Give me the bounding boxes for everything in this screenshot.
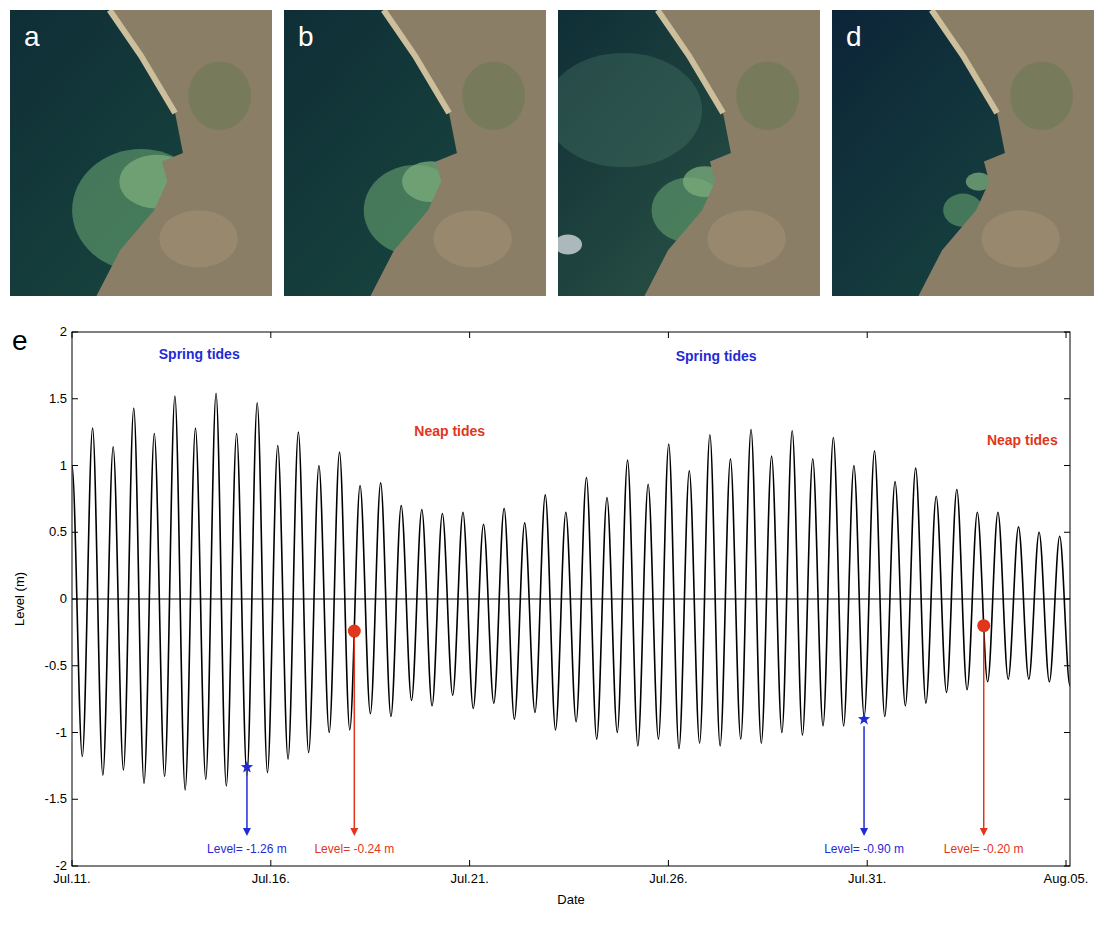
x-tick-label: Jul.31.: [848, 871, 886, 886]
ocean: [832, 10, 1094, 296]
beach: [658, 10, 724, 113]
marker-label: Level= -0.90 m: [824, 842, 904, 856]
star-marker: [241, 761, 253, 773]
land: [918, 10, 1094, 296]
y-tick: [72, 332, 78, 333]
y-tick-label: 0.5: [49, 524, 67, 539]
cloud: [558, 235, 582, 255]
y-tick: [1064, 732, 1070, 733]
beach: [932, 10, 998, 113]
x-tick: [1066, 332, 1067, 338]
x-tick-label: Jul.21.: [450, 871, 488, 886]
y-axis-title: Level (m): [12, 572, 27, 626]
y-tick: [72, 732, 78, 733]
panel-label: d: [846, 21, 862, 52]
dot-marker: [977, 619, 990, 632]
annotation: Neap tides: [414, 423, 485, 439]
marker-label: Level= -0.20 m: [944, 842, 1024, 856]
y-tick-label: 1: [60, 458, 67, 473]
arrow-head: [980, 828, 988, 836]
y-tick: [72, 465, 78, 466]
image-content: [558, 10, 820, 296]
star-marker: [858, 713, 870, 725]
beach: [110, 10, 176, 113]
y-tick: [1064, 866, 1070, 867]
y-tick-label: 2: [60, 324, 67, 339]
terrain: [981, 210, 1060, 267]
land: [96, 10, 272, 296]
y-tick: [1064, 398, 1070, 399]
x-tick: [72, 332, 73, 338]
y-tick-label: -1.5: [45, 791, 67, 806]
annotation: Spring tides: [159, 346, 240, 362]
marker-label: Level= -0.24 m: [314, 842, 394, 856]
x-tick: [867, 860, 868, 866]
x-tick-label: Jul.11.: [53, 871, 90, 886]
y-tick-label: 0: [60, 591, 67, 606]
y-tick-label: -0.5: [45, 658, 67, 673]
arrow-head: [243, 828, 251, 836]
y-tick: [72, 398, 78, 399]
panel-label: a: [24, 21, 40, 52]
arrow-shaft: [983, 633, 985, 830]
arrow-shaft: [246, 774, 248, 830]
y-tick: [1064, 332, 1070, 333]
land: [370, 10, 546, 296]
vegetation: [1010, 61, 1073, 130]
image-panel: [545, 10, 820, 296]
vegetation: [736, 61, 799, 130]
plot-frame: [72, 332, 1070, 866]
ocean: [10, 10, 272, 296]
image-panel: d: [832, 10, 1094, 296]
x-tick: [469, 860, 470, 866]
x-tick: [867, 332, 868, 338]
x-tick: [469, 332, 470, 338]
marker-label: Level= -1.26 m: [207, 842, 287, 856]
x-tick-label: Jul.26.: [649, 871, 687, 886]
arrow-shaft: [863, 726, 865, 830]
arrow-head: [350, 828, 358, 836]
terrain: [159, 210, 238, 267]
y-tick: [1064, 532, 1070, 533]
dot-marker: [348, 625, 361, 638]
x-tick: [270, 860, 271, 866]
figure: abde-2-1.5-1-0.500.511.52Jul.11.Jul.16.J…: [0, 0, 1110, 926]
image-content: [832, 10, 1094, 296]
x-tick-label: Aug.05.: [1044, 871, 1089, 886]
arrow-head: [860, 828, 868, 836]
x-tick: [72, 860, 73, 866]
terrain: [707, 210, 786, 267]
image-panel: b: [284, 10, 546, 296]
y-tick: [1064, 799, 1070, 800]
x-tick-label: Jul.16.: [252, 871, 290, 886]
data-group: [72, 393, 1070, 836]
y-tick: [72, 866, 78, 867]
beach: [384, 10, 450, 113]
y-tick: [1064, 465, 1070, 466]
annotation: Spring tides: [676, 348, 757, 364]
y-tick: [72, 799, 78, 800]
terrain: [433, 210, 512, 267]
y-tick-label: -1: [55, 725, 67, 740]
panel-label: b: [298, 21, 314, 52]
vegetation: [188, 61, 251, 130]
image-content: [284, 10, 546, 296]
image-content: [10, 10, 272, 296]
arrow-shaft: [354, 638, 356, 830]
ocean: [284, 10, 546, 296]
y-tick-label: 1.5: [49, 391, 67, 406]
tide-line: [72, 393, 1070, 789]
y-tick: [72, 665, 78, 666]
x-tick: [668, 332, 669, 338]
image-panel: a: [10, 10, 272, 296]
x-tick: [1066, 860, 1067, 866]
panel-label: e: [12, 325, 28, 356]
annotation: Neap tides: [987, 432, 1058, 448]
x-tick: [668, 860, 669, 866]
vegetation: [462, 61, 525, 130]
x-tick: [270, 332, 271, 338]
x-axis-title: Date: [557, 892, 584, 907]
land: [644, 10, 820, 296]
haze: [558, 53, 702, 167]
